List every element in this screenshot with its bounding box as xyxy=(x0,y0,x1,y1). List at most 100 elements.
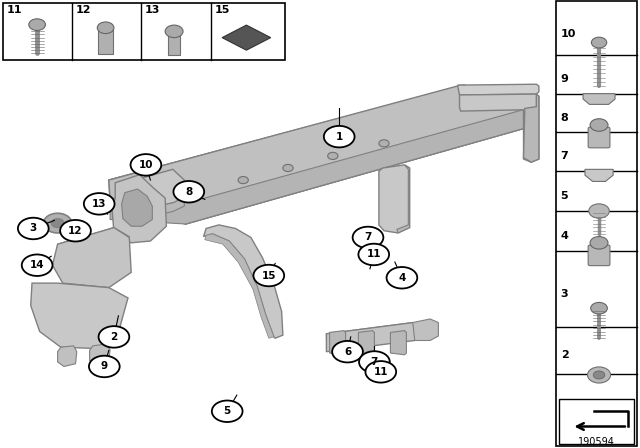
Text: 13: 13 xyxy=(92,199,106,209)
Polygon shape xyxy=(52,228,131,288)
Circle shape xyxy=(328,152,338,159)
Polygon shape xyxy=(326,323,430,352)
Polygon shape xyxy=(112,175,166,243)
Text: 3: 3 xyxy=(561,289,568,299)
Circle shape xyxy=(359,351,390,373)
Circle shape xyxy=(387,267,417,289)
Polygon shape xyxy=(390,331,406,355)
Text: 8: 8 xyxy=(185,187,193,197)
Polygon shape xyxy=(460,94,539,162)
Text: 190594: 190594 xyxy=(578,437,614,447)
Text: 11: 11 xyxy=(374,367,388,377)
Bar xyxy=(3,3,285,60)
Bar xyxy=(98,28,113,54)
Circle shape xyxy=(353,227,383,248)
Polygon shape xyxy=(109,85,531,202)
Circle shape xyxy=(591,302,607,314)
Polygon shape xyxy=(358,331,374,355)
Text: 7: 7 xyxy=(364,233,372,242)
Polygon shape xyxy=(140,197,184,220)
Circle shape xyxy=(253,265,284,286)
Polygon shape xyxy=(379,165,410,233)
Circle shape xyxy=(590,119,608,131)
Polygon shape xyxy=(138,169,184,211)
Text: 9: 9 xyxy=(100,362,108,371)
Circle shape xyxy=(590,237,608,249)
Polygon shape xyxy=(122,189,152,226)
Text: 10: 10 xyxy=(139,160,153,170)
Text: 12: 12 xyxy=(68,226,83,236)
Text: 3: 3 xyxy=(29,224,37,233)
Text: 1: 1 xyxy=(335,132,343,142)
Polygon shape xyxy=(583,94,615,104)
Circle shape xyxy=(283,164,293,172)
Polygon shape xyxy=(326,323,429,338)
Circle shape xyxy=(365,361,396,383)
Circle shape xyxy=(99,326,129,348)
Circle shape xyxy=(591,37,607,48)
Polygon shape xyxy=(58,346,77,366)
Polygon shape xyxy=(585,169,613,181)
Text: 10: 10 xyxy=(561,29,576,39)
Circle shape xyxy=(358,244,389,265)
Text: 6: 6 xyxy=(344,347,351,357)
Polygon shape xyxy=(413,319,438,340)
Polygon shape xyxy=(90,344,110,365)
Text: 12: 12 xyxy=(76,5,91,15)
Circle shape xyxy=(22,254,52,276)
Text: 7: 7 xyxy=(371,357,378,367)
Circle shape xyxy=(173,181,204,202)
Text: 15: 15 xyxy=(262,271,276,280)
Text: 11: 11 xyxy=(367,250,381,259)
Polygon shape xyxy=(31,283,128,349)
Polygon shape xyxy=(109,85,531,224)
Text: 5: 5 xyxy=(223,406,231,416)
Polygon shape xyxy=(110,108,531,224)
Bar xyxy=(168,32,180,55)
Text: 4: 4 xyxy=(561,231,568,241)
Text: 5: 5 xyxy=(561,191,568,201)
Circle shape xyxy=(589,204,609,218)
Circle shape xyxy=(51,219,64,228)
Circle shape xyxy=(29,19,45,30)
Bar xyxy=(556,1,637,446)
Circle shape xyxy=(593,371,605,379)
Text: 11: 11 xyxy=(6,5,22,15)
Polygon shape xyxy=(109,85,531,224)
Text: 4: 4 xyxy=(398,273,406,283)
Circle shape xyxy=(324,126,355,147)
Polygon shape xyxy=(58,228,129,249)
Polygon shape xyxy=(524,94,539,162)
Text: 13: 13 xyxy=(145,5,160,15)
Text: 15: 15 xyxy=(215,5,230,15)
Text: 2: 2 xyxy=(110,332,118,342)
Circle shape xyxy=(18,218,49,239)
Text: 8: 8 xyxy=(561,113,568,123)
Circle shape xyxy=(379,140,389,147)
Polygon shape xyxy=(205,234,274,338)
Polygon shape xyxy=(397,165,410,233)
Circle shape xyxy=(238,177,248,184)
Circle shape xyxy=(332,341,363,362)
Circle shape xyxy=(84,193,115,215)
Circle shape xyxy=(131,154,161,176)
Bar xyxy=(0,0,552,448)
Text: 2: 2 xyxy=(561,350,568,360)
Text: 14: 14 xyxy=(30,260,44,270)
Circle shape xyxy=(44,213,72,233)
Polygon shape xyxy=(458,84,539,95)
Polygon shape xyxy=(204,225,283,338)
Circle shape xyxy=(588,367,611,383)
Circle shape xyxy=(97,22,114,34)
Text: 9: 9 xyxy=(561,74,568,84)
Text: 7: 7 xyxy=(561,151,568,161)
FancyBboxPatch shape xyxy=(588,245,610,266)
Bar xyxy=(559,399,634,444)
Circle shape xyxy=(212,401,243,422)
Circle shape xyxy=(165,25,183,38)
Polygon shape xyxy=(222,25,271,50)
Polygon shape xyxy=(330,331,346,355)
Circle shape xyxy=(60,220,91,241)
Circle shape xyxy=(89,356,120,377)
FancyBboxPatch shape xyxy=(588,127,610,148)
